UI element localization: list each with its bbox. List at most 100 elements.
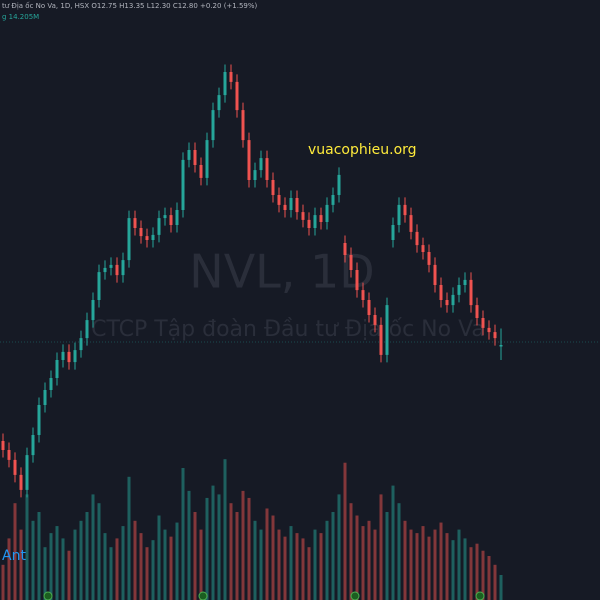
candle-body bbox=[241, 110, 245, 141]
annotation: vuacophieu.org bbox=[308, 142, 417, 158]
candle-body bbox=[49, 378, 53, 390]
volume-bar bbox=[337, 494, 341, 600]
volume-bar bbox=[253, 520, 257, 600]
candle-body bbox=[247, 140, 251, 180]
volume-bar bbox=[181, 468, 185, 600]
volume-bar bbox=[493, 564, 497, 600]
volume-bar bbox=[109, 547, 113, 600]
watermark-symbol: NVL, 1D bbox=[189, 245, 374, 299]
volume-bar bbox=[349, 503, 353, 600]
volume-bar bbox=[247, 497, 251, 600]
candle-body bbox=[481, 318, 485, 328]
candle-body bbox=[259, 158, 263, 171]
candle-body bbox=[397, 204, 401, 225]
volume-bar bbox=[229, 503, 233, 600]
volume-bar bbox=[409, 529, 413, 600]
candle-body bbox=[103, 267, 107, 273]
candle-body bbox=[307, 219, 311, 228]
volume-bar bbox=[187, 490, 191, 600]
candle-body bbox=[355, 270, 359, 291]
candle-body bbox=[427, 252, 431, 265]
candle-layer bbox=[1, 64, 503, 498]
volume-bar bbox=[355, 515, 359, 600]
volume-bar bbox=[259, 529, 263, 600]
volume-bar bbox=[433, 529, 437, 600]
candle-body bbox=[325, 204, 329, 222]
event-markers bbox=[43, 591, 485, 600]
volume-bar bbox=[73, 529, 77, 600]
candle-body bbox=[67, 351, 71, 363]
candle-body bbox=[421, 245, 425, 252]
volume-bar bbox=[163, 529, 167, 600]
volume-bar bbox=[385, 512, 389, 600]
candle-body bbox=[331, 195, 335, 205]
event-marker bbox=[350, 591, 360, 600]
candle-body bbox=[109, 264, 113, 268]
candle-body bbox=[127, 218, 131, 261]
candle-body bbox=[487, 327, 491, 333]
candle-body bbox=[409, 215, 413, 232]
candle-body bbox=[277, 195, 281, 205]
candle-body bbox=[121, 260, 125, 276]
volume-bar bbox=[49, 533, 53, 600]
candle-body bbox=[43, 390, 47, 405]
candle-body bbox=[295, 198, 299, 213]
candle-body bbox=[85, 320, 89, 339]
event-marker bbox=[198, 591, 208, 600]
volume-bar bbox=[91, 494, 95, 600]
candle-body bbox=[235, 81, 239, 111]
candle-body bbox=[115, 264, 119, 276]
candle-body bbox=[379, 324, 383, 355]
volume-bar bbox=[235, 512, 239, 600]
candle-body bbox=[31, 435, 35, 456]
volume-bar bbox=[19, 529, 23, 600]
volume-bar bbox=[319, 533, 323, 600]
candle-body bbox=[493, 332, 497, 339]
candle-body bbox=[211, 110, 215, 141]
candle-body bbox=[451, 294, 455, 306]
candle-body bbox=[463, 279, 467, 285]
volume-bar bbox=[499, 574, 503, 600]
volume-bar bbox=[199, 529, 203, 600]
volume-bar bbox=[361, 526, 365, 600]
volume-bar bbox=[157, 515, 161, 600]
volume-bar bbox=[1, 564, 5, 600]
volume-bar bbox=[307, 547, 311, 600]
candle-body bbox=[313, 215, 317, 228]
volume-bar bbox=[451, 540, 455, 600]
volume-bar bbox=[265, 508, 269, 600]
candle-body bbox=[91, 300, 95, 321]
candle-body bbox=[373, 315, 377, 325]
volume-bar bbox=[469, 547, 473, 600]
candle-body bbox=[193, 150, 197, 165]
volume-layer bbox=[1, 459, 503, 600]
volume-bar bbox=[481, 550, 485, 600]
candle-body bbox=[1, 441, 5, 450]
volume-bar bbox=[139, 533, 143, 600]
candle-body bbox=[61, 351, 65, 360]
volume-bar bbox=[343, 462, 347, 600]
volume-bar bbox=[121, 526, 125, 600]
candle-body bbox=[139, 228, 143, 237]
candle-body bbox=[25, 455, 29, 490]
candle-body bbox=[223, 72, 227, 96]
volume-bar bbox=[457, 529, 461, 600]
candle-body bbox=[289, 198, 293, 210]
volume-bar bbox=[43, 547, 47, 600]
volume-bar bbox=[25, 494, 29, 600]
candle-body bbox=[319, 215, 323, 222]
volume-bar bbox=[97, 503, 101, 600]
candle-body bbox=[37, 405, 41, 435]
volume-bar bbox=[313, 529, 317, 600]
volume-bar bbox=[67, 550, 71, 600]
candle-body bbox=[205, 140, 209, 178]
candle-body bbox=[349, 255, 353, 270]
volume-bar bbox=[289, 526, 293, 600]
candle-body bbox=[229, 72, 233, 82]
candle-body bbox=[73, 350, 77, 363]
candle-body bbox=[253, 170, 257, 180]
candle-body bbox=[55, 360, 59, 378]
candle-body bbox=[163, 215, 167, 219]
